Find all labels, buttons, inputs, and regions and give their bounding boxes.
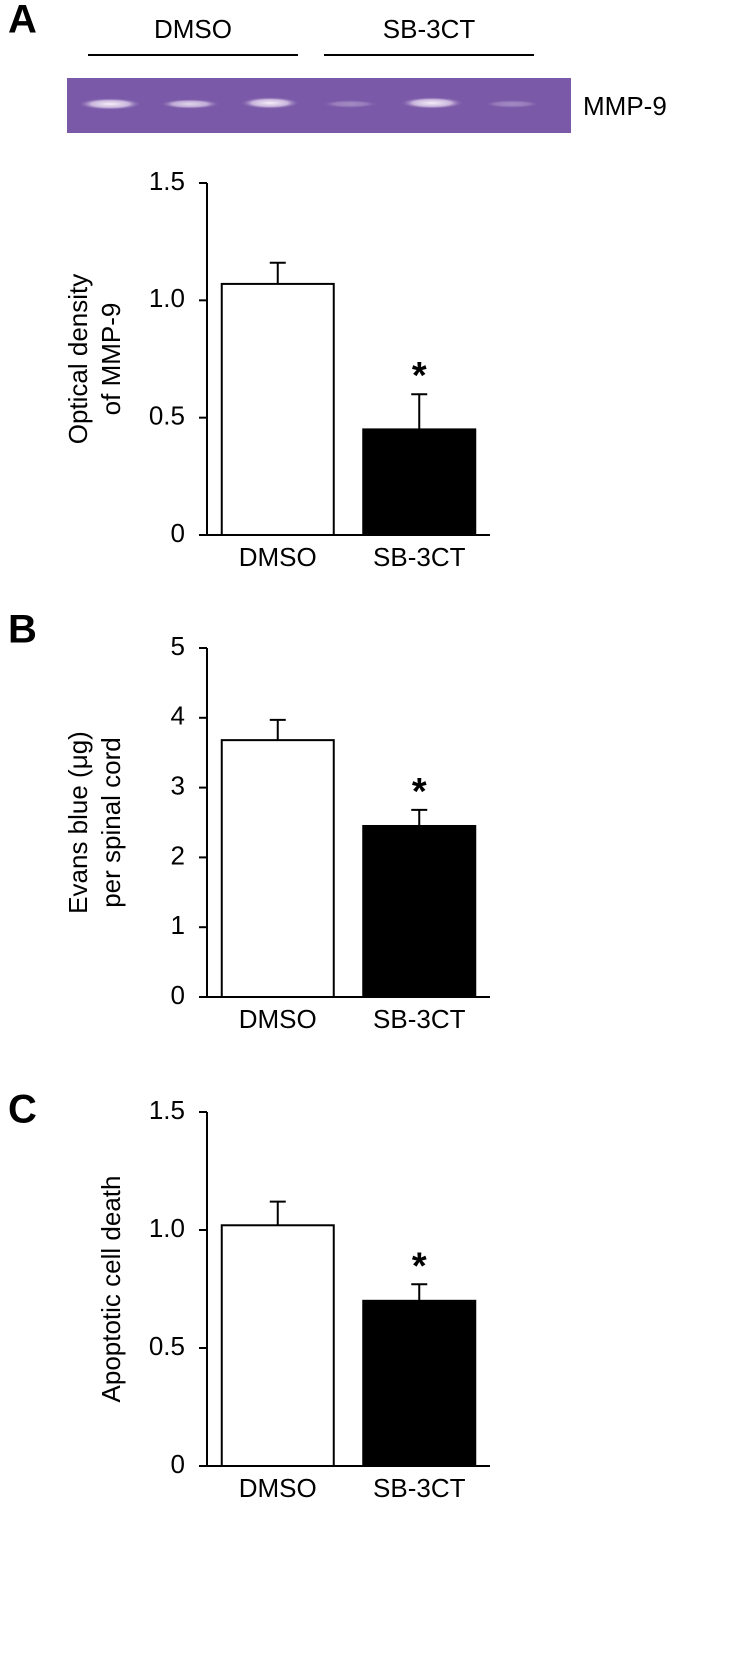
significance-marker: * [412,1245,427,1287]
x-tick-label: DMSO [239,1004,317,1034]
y-tick-label: 1.5 [149,1095,185,1125]
x-tick-label: SB-3CT [373,1473,466,1503]
y-tick-label: 0.5 [149,1331,185,1361]
gel-band [322,100,378,108]
bar [362,824,477,998]
gel-group-label: SB-3CT [383,14,476,44]
gel-group-label: DMSO [154,14,232,44]
y-tick-label: 2 [171,840,185,870]
y-tick-label: 1 [171,910,185,940]
gel-label: MMP-9 [583,91,667,121]
gel-band [78,98,142,110]
panel-label: A [8,0,37,42]
gel-band [160,99,220,109]
panel-label: B [8,608,37,652]
gel-band [484,100,540,108]
bar [362,428,477,536]
y-tick-label: 0 [171,980,185,1010]
gel [67,78,571,133]
x-tick-label: DMSO [239,1473,317,1503]
y-axis-label: Evans blue (μg) [63,731,93,914]
y-axis-label: Apoptotic cell death [96,1176,126,1403]
y-tick-label: 5 [171,631,185,661]
bar [220,282,335,537]
y-tick-label: 4 [171,701,185,731]
y-axis-label: Optical density [63,274,93,445]
y-axis-label: per spinal cord [96,737,126,908]
bar [220,1224,335,1468]
y-tick-label: 1.0 [149,1213,185,1243]
significance-marker: * [412,355,427,397]
y-tick-label: 3 [171,770,185,800]
panel-label: C [8,1088,37,1132]
y-tick-label: 1.5 [149,166,185,196]
y-tick-label: 1.0 [149,283,185,313]
bar [362,1299,477,1468]
gel-band [400,97,464,109]
y-tick-label: 0 [171,518,185,548]
gel-band [240,97,300,109]
significance-marker: * [412,771,427,813]
y-tick-label: 0 [171,1449,185,1479]
x-tick-label: DMSO [239,542,317,572]
x-tick-label: SB-3CT [373,542,466,572]
bar [220,739,335,998]
y-axis-label: of MMP-9 [96,303,126,416]
y-tick-label: 0.5 [149,401,185,431]
x-tick-label: SB-3CT [373,1004,466,1034]
